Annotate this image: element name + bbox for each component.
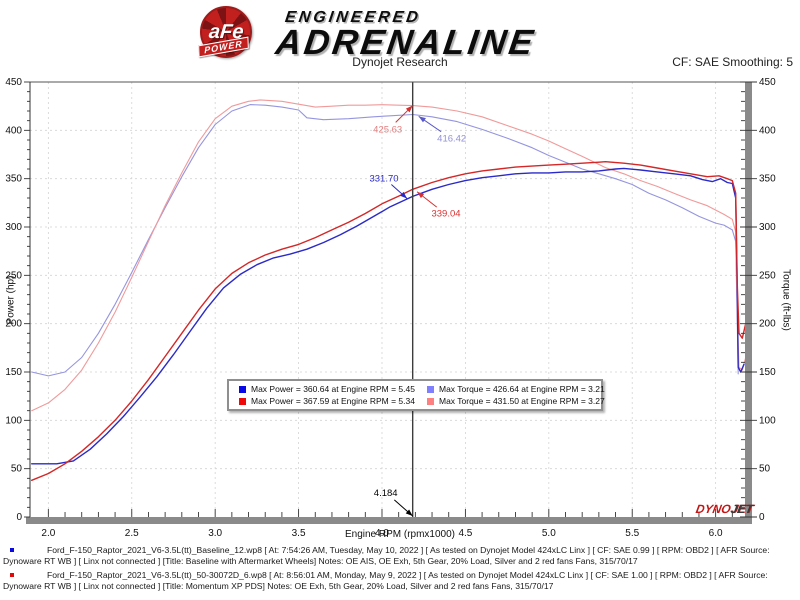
svg-text:200: 200 — [759, 319, 776, 330]
svg-text:450: 450 — [5, 77, 22, 88]
run-bullet — [10, 573, 14, 577]
dynojet-logo: DYNOJET — [695, 502, 754, 516]
annotation-4.184: 4.184 — [374, 488, 414, 517]
axes: 0 0 50 50 100 100 150 150 200 200 250 250 300 300 350 3… — [5, 77, 776, 539]
legend-label: Max Power = 360.64 at Engine RPM = 5.45 — [251, 384, 415, 394]
dynojet-logo-jet: JET — [729, 502, 754, 516]
svg-text:250: 250 — [5, 270, 22, 281]
svg-text:331.70: 331.70 — [369, 173, 398, 184]
legend-label: Max Torque = 431.50 at Engine RPM = 3.27 — [439, 396, 605, 406]
series-color-swatch — [427, 385, 434, 393]
run-entry: Ford_F-150_Raptor_2021_V6-3.5L(tt)_50-30… — [0, 570, 797, 592]
gridlines — [30, 82, 745, 517]
svg-text:100: 100 — [5, 415, 22, 426]
svg-text:350: 350 — [759, 174, 776, 185]
svg-text:200: 200 — [5, 319, 22, 330]
svg-text:0: 0 — [16, 512, 22, 523]
annotation-425.63: 425.63 — [373, 105, 414, 136]
series-color-swatch — [239, 397, 246, 405]
svg-text:400: 400 — [759, 125, 776, 136]
annotation-416.42: 416.42 — [418, 115, 466, 144]
run-file-list: Ford_F-150_Raptor_2021_V6-3.5L(tt)_Basel… — [0, 545, 797, 595]
svg-text:5.0: 5.0 — [542, 528, 556, 539]
svg-text:2.5: 2.5 — [125, 528, 139, 539]
svg-text:0: 0 — [759, 512, 765, 523]
legend-item: Max Torque = 431.50 at Engine RPM = 3.27 — [417, 396, 605, 406]
series-color-swatch — [239, 385, 246, 393]
svg-text:3.5: 3.5 — [292, 528, 306, 539]
dynojet-logo-dyno: DYNO — [694, 502, 732, 516]
legend-label: Max Power = 367.59 at Engine RPM = 5.34 — [251, 396, 415, 406]
legend-item: Max Power = 367.59 at Engine RPM = 5.34 — [229, 396, 417, 406]
svg-text:300: 300 — [5, 222, 22, 233]
svg-text:6.0: 6.0 — [709, 528, 723, 539]
svg-text:450: 450 — [759, 77, 776, 88]
svg-text:150: 150 — [5, 367, 22, 378]
y-axis-label-torque: Torque (ft-lbs) — [780, 269, 792, 331]
curve-torque-baseline — [31, 104, 739, 377]
run-description: Ford_F-150_Raptor_2021_V6-3.5L(tt)_50-30… — [3, 570, 768, 591]
y-axis-label-power: Power (hp) — [5, 275, 17, 325]
run-entry: Ford_F-150_Raptor_2021_V6-3.5L(tt)_Basel… — [0, 545, 797, 567]
legend-label: Max Torque = 426.64 at Engine RPM = 3.21 — [439, 384, 605, 394]
svg-text:2.0: 2.0 — [41, 528, 55, 539]
series-color-swatch — [427, 397, 434, 405]
run-bullet — [10, 548, 14, 552]
svg-text:425.63: 425.63 — [373, 125, 402, 136]
svg-text:300: 300 — [759, 222, 776, 233]
svg-text:150: 150 — [759, 367, 776, 378]
annotation-331.70: 331.70 — [369, 173, 408, 199]
legend-item: Max Torque = 426.64 at Engine RPM = 3.21 — [417, 384, 605, 394]
smoothing-setting: CF: SAE Smoothing: 5 — [672, 55, 793, 69]
chart-title: Dynojet Research — [352, 55, 448, 69]
svg-text:4.0: 4.0 — [375, 528, 389, 539]
annotation-339.04: 339.04 — [416, 191, 461, 220]
svg-text:4.5: 4.5 — [458, 528, 472, 539]
chart-legend: Max Power = 360.64 at Engine RPM = 5.45 M… — [227, 379, 605, 411]
svg-text:400: 400 — [5, 125, 22, 136]
curve-torque-momentum — [31, 99, 747, 412]
legend-item: Max Power = 360.64 at Engine RPM = 5.45 — [229, 384, 417, 394]
x-axis-label-rpm: Engine RPM (rpmx1000) — [344, 529, 456, 540]
svg-text:350: 350 — [5, 174, 22, 185]
svg-text:3.0: 3.0 — [208, 528, 222, 539]
svg-text:5.5: 5.5 — [625, 528, 639, 539]
curve-power-momentum — [31, 161, 747, 481]
svg-text:100: 100 — [759, 415, 776, 426]
svg-text:50: 50 — [11, 464, 23, 475]
curve-power-baseline — [31, 167, 745, 465]
svg-text:50: 50 — [759, 464, 771, 475]
svg-text:250: 250 — [759, 270, 776, 281]
svg-text:4.184: 4.184 — [374, 488, 398, 499]
svg-text:416.42: 416.42 — [437, 133, 466, 144]
svg-text:339.04: 339.04 — [431, 209, 460, 220]
run-description: Ford_F-150_Raptor_2021_V6-3.5L(tt)_Basel… — [3, 545, 770, 566]
